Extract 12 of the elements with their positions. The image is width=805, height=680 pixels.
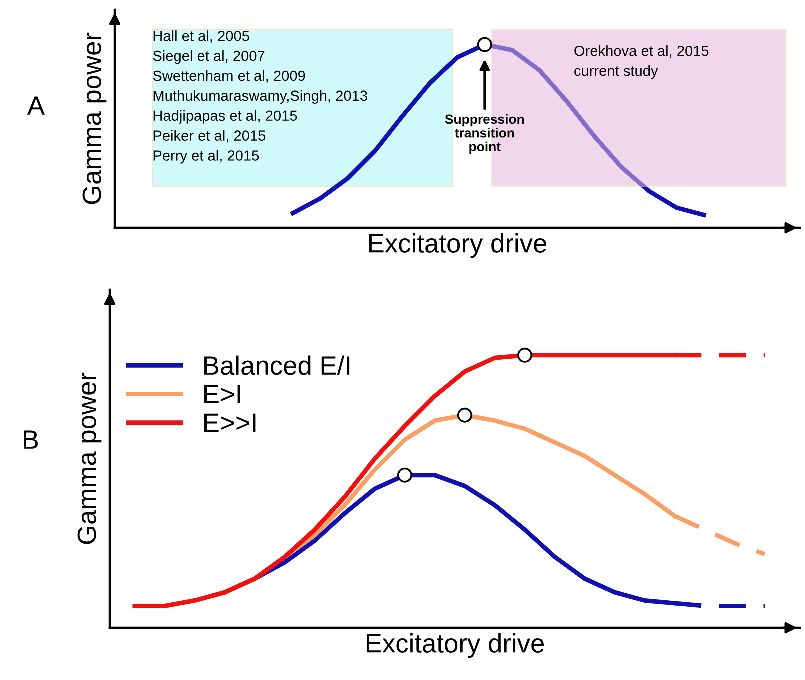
y-axis-title: Gamma power <box>78 372 102 544</box>
legend-label: E>>I <box>204 414 256 432</box>
y-axis-title: Gamma power <box>82 32 107 204</box>
text: A <box>27 96 45 115</box>
text: B <box>24 430 38 449</box>
legend-label: E>I <box>204 385 240 404</box>
legend-label: Balanced E/I <box>204 356 350 376</box>
annotation: Hall et al, 2005 Siegel et al, 2007 Swettenham et al, 2009 Muthukumaraswamy,Singh, 2013 Hadjipapas et al, 2015 Peiker et al, 2015 Perry et al, 2015 <box>153 30 368 164</box>
x-axis-title: Excitatory drive <box>369 234 547 258</box>
x-axis-title: Excitatory drive <box>366 634 544 658</box>
annotation: Suppression transition point <box>445 114 524 154</box>
annotation: Orekhova et al, 2015 current study <box>574 46 709 80</box>
